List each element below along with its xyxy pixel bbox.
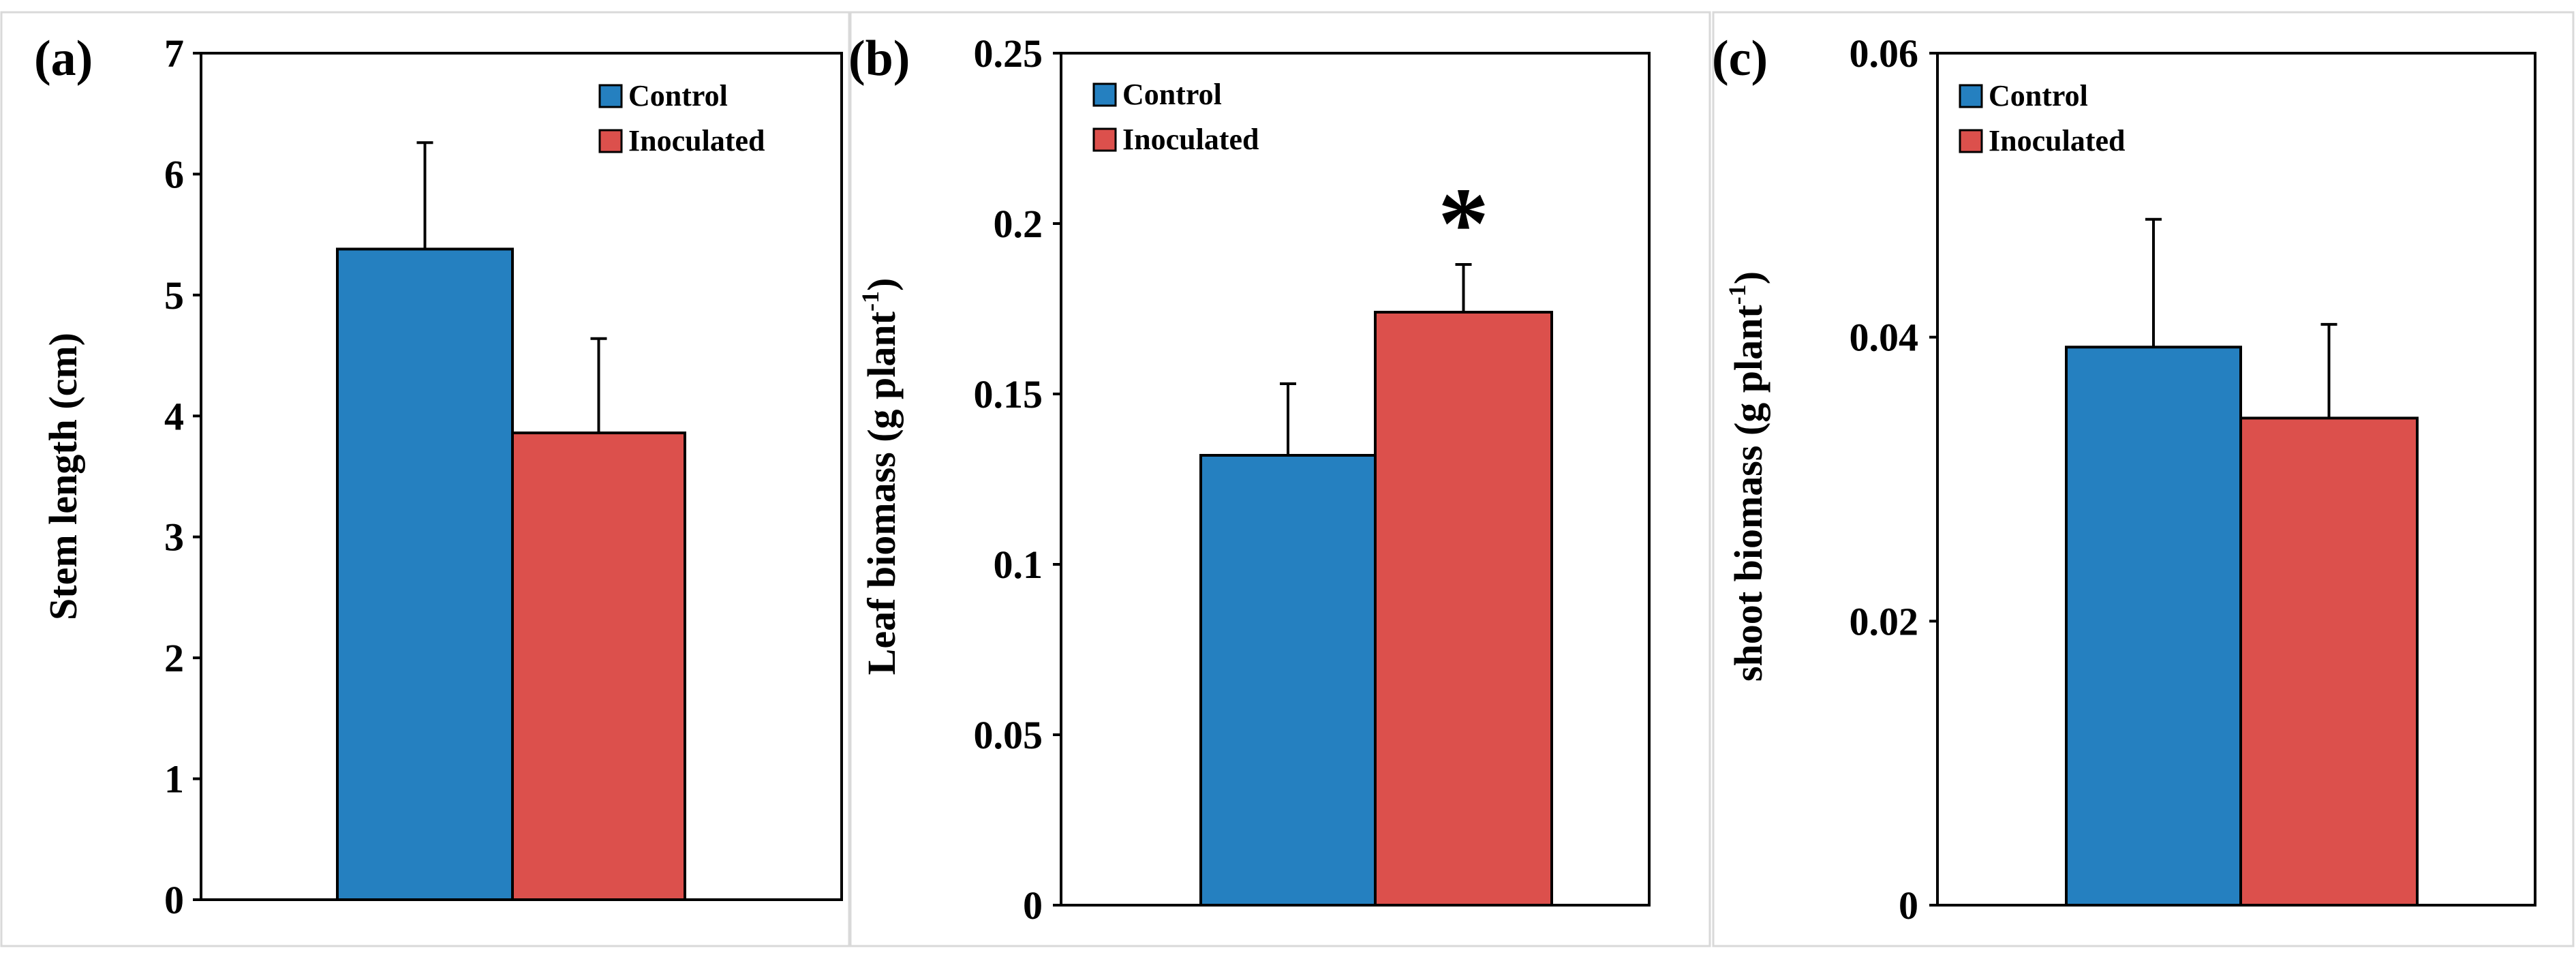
bar-control <box>336 247 514 902</box>
y-tick-label: 4 <box>164 394 184 438</box>
y-tick-label: 0.1 <box>994 543 1043 587</box>
legend-swatch-inoculated <box>598 129 623 153</box>
y-axis-label: Stem length (cm) <box>41 333 85 620</box>
y-tick-label: 0.04 <box>1850 316 1919 360</box>
chart-panel-3: 0 0.02 0.04 0.06 Control Inoculated (c) shoot b… <box>1712 11 2575 947</box>
significance-marker: * <box>1438 167 1489 280</box>
legend-label-control: Control <box>1989 79 2088 112</box>
y-tick-label: 5 <box>164 273 184 318</box>
legend-label-control: Control <box>628 79 728 112</box>
bar-inoculated <box>2239 416 2419 907</box>
legend-swatch-control <box>598 84 623 108</box>
y-tick-label: 0.15 <box>974 372 1043 416</box>
panel-frame <box>849 11 1711 947</box>
panel-label: (c) <box>1712 31 1768 87</box>
y-tick-label: 0.05 <box>974 713 1043 757</box>
panel-frame <box>1712 11 2575 947</box>
y-tick-label: 0 <box>1899 883 1918 928</box>
y-tick-label: 0.02 <box>1850 599 1919 643</box>
y-tick-label: 0.25 <box>974 31 1043 76</box>
legend-label-inoculated: Inoculated <box>1122 123 1259 156</box>
panel-label: (b) <box>848 31 910 87</box>
bar-control <box>2065 346 2242 907</box>
bar-inoculated <box>1374 311 1553 907</box>
y-tick-label: 0.2 <box>994 202 1043 246</box>
y-tick-label: 0 <box>164 878 184 922</box>
y-tick-label: 0 <box>1023 883 1043 928</box>
y-tick-label: 2 <box>164 636 184 680</box>
panel-frame <box>0 11 850 947</box>
legend-label-control: Control <box>1122 78 1222 111</box>
legend-swatch-inoculated <box>1959 129 1983 153</box>
legend-swatch-control <box>1959 84 1983 108</box>
y-tick-label: 7 <box>164 31 184 76</box>
legend-label-inoculated: Inoculated <box>628 124 765 157</box>
legend-swatch-control <box>1092 82 1117 107</box>
y-tick-label: 0.06 <box>1850 31 1919 76</box>
y-axis-label: Leaf biomass (g plant-1) <box>857 278 904 675</box>
y-tick-label: 6 <box>164 152 184 196</box>
chart-panel-1: 0 1 2 3 4 5 6 7 Control Inoculated (a) Stem length … <box>0 11 850 947</box>
y-tick-label: 3 <box>164 515 184 560</box>
y-axis-label: shoot biomass (g plant-1) <box>1723 271 1770 682</box>
bar-inoculated <box>511 431 686 901</box>
chart-panel-2: 0 0.05 0.1 0.15 0.2 0.25 * Control Inoculated (b)… <box>848 11 1711 947</box>
legend-swatch-inoculated <box>1092 127 1117 152</box>
bar-control <box>1199 454 1377 907</box>
panel-label: (a) <box>34 31 93 87</box>
legend-label-inoculated: Inoculated <box>1989 124 2125 157</box>
y-tick-label: 1 <box>164 757 184 802</box>
